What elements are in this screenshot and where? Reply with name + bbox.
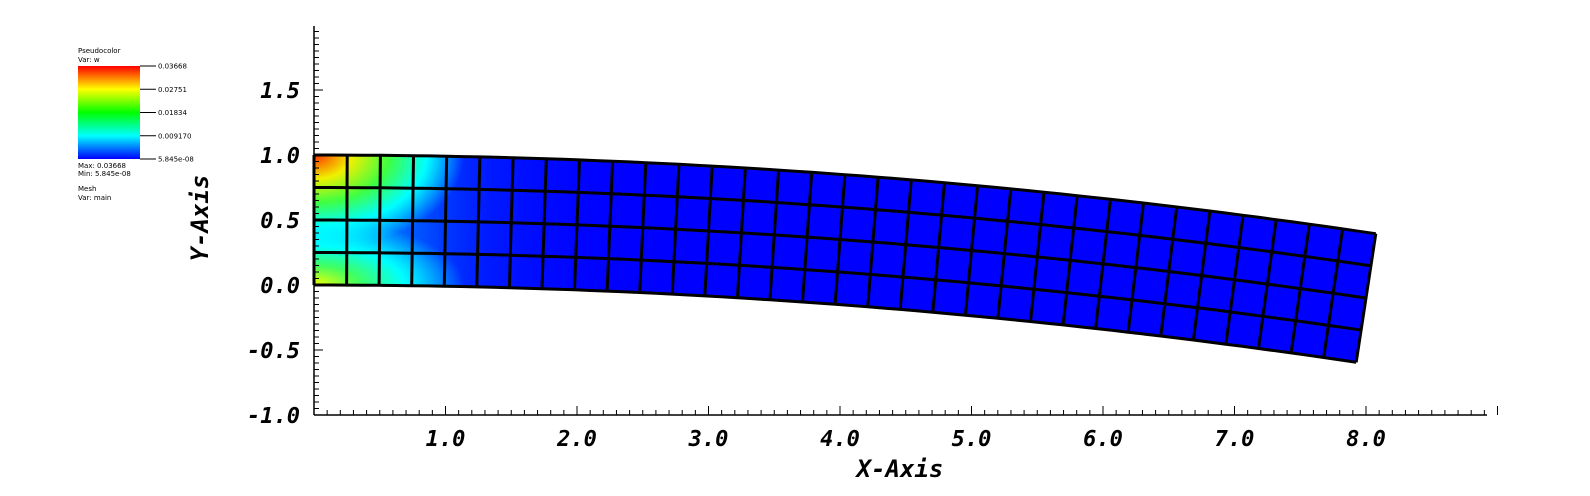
y-axis-title: Y-Axis [186, 175, 214, 262]
legend-mesh-title: Mesh [78, 185, 96, 193]
mesh-column-line [573, 159, 581, 290]
mesh-column-line [801, 172, 814, 303]
legend-scale-label: 0.02751 [158, 86, 187, 94]
x-tick-label: 6.0 [1083, 427, 1123, 452]
mesh-column-line [1322, 228, 1345, 358]
x-tick-label: 3.0 [688, 427, 729, 452]
legend-variable: Var: w [78, 56, 100, 64]
mesh-column-line [1029, 192, 1046, 322]
mesh-column-line [1061, 195, 1079, 326]
mesh-column-line [507, 157, 515, 288]
x-tick-label: 5.0 [952, 427, 992, 452]
mesh-column-line [410, 155, 415, 286]
mesh-column-line [768, 169, 781, 300]
mesh-column-line [898, 179, 913, 310]
mesh-column-line [540, 158, 548, 289]
legend-scale-label: 0.01834 [158, 109, 187, 117]
legend-scale-label: 0.009170 [158, 132, 191, 140]
mesh-column-line [1354, 233, 1378, 363]
x-tick-label: 2.0 [556, 427, 597, 452]
x-tick-label: 7.0 [1215, 427, 1255, 452]
mesh-column-line [1224, 215, 1245, 345]
mesh-column-line [638, 162, 648, 293]
mesh-column-line [475, 156, 482, 287]
mesh-column-line [866, 177, 880, 307]
colorbar [78, 66, 140, 159]
mesh-column-line [605, 161, 615, 292]
y-tick-label: -0.5 [247, 339, 300, 364]
mesh-column-line [1159, 206, 1179, 337]
x-tick-label: 1.0 [426, 427, 466, 452]
x-axis-title: X-Axis [855, 455, 944, 483]
mesh-column-line [442, 156, 449, 287]
mesh-column-line [670, 164, 681, 295]
y-tick-label: 0.5 [260, 209, 300, 234]
legend: Pseudocolor Var: w 0.03668 0.02751 0.01834… [78, 47, 194, 202]
legend-scale-label: 0.03668 [158, 63, 187, 71]
x-tick-label: 8.0 [1346, 427, 1386, 452]
mesh-column-line [1094, 199, 1112, 329]
mesh-column-line [963, 185, 980, 316]
y-tick-label: 1.0 [260, 144, 300, 169]
mesh-column-line [1257, 219, 1278, 349]
mesh-column-line [1126, 202, 1145, 333]
y-tick-label: 1.5 [260, 79, 300, 104]
mesh-column-line [1191, 210, 1212, 341]
legend-title: Pseudocolor [78, 47, 121, 55]
legend-scale-label: 5.845e-08 [158, 156, 194, 164]
mesh-column-line [377, 155, 382, 286]
axes: 1.0 2.0 3.0 4.0 5.0 6.0 7.0 8.0 1.5 1.0 0.5 0.0 -0.… [247, 26, 1498, 452]
y-tick-label: 0.0 [260, 274, 300, 299]
mesh-column-line [1289, 223, 1311, 354]
deformed-mesh [312, 153, 1378, 364]
mesh-column-line [345, 155, 349, 286]
mesh-column-line [833, 174, 847, 305]
mesh-column-line [996, 188, 1013, 319]
x-tick-label: 4.0 [820, 427, 860, 452]
mesh-column-line [735, 167, 747, 298]
y-tick-label: -1.0 [247, 404, 300, 429]
legend-max: Max: 0.03668 [78, 162, 126, 170]
legend-min: Min: 5.845e-08 [78, 170, 131, 178]
mesh-column-line [703, 166, 714, 296]
mesh-column-line [931, 182, 946, 313]
legend-mesh-variable: Var: main [78, 194, 111, 202]
